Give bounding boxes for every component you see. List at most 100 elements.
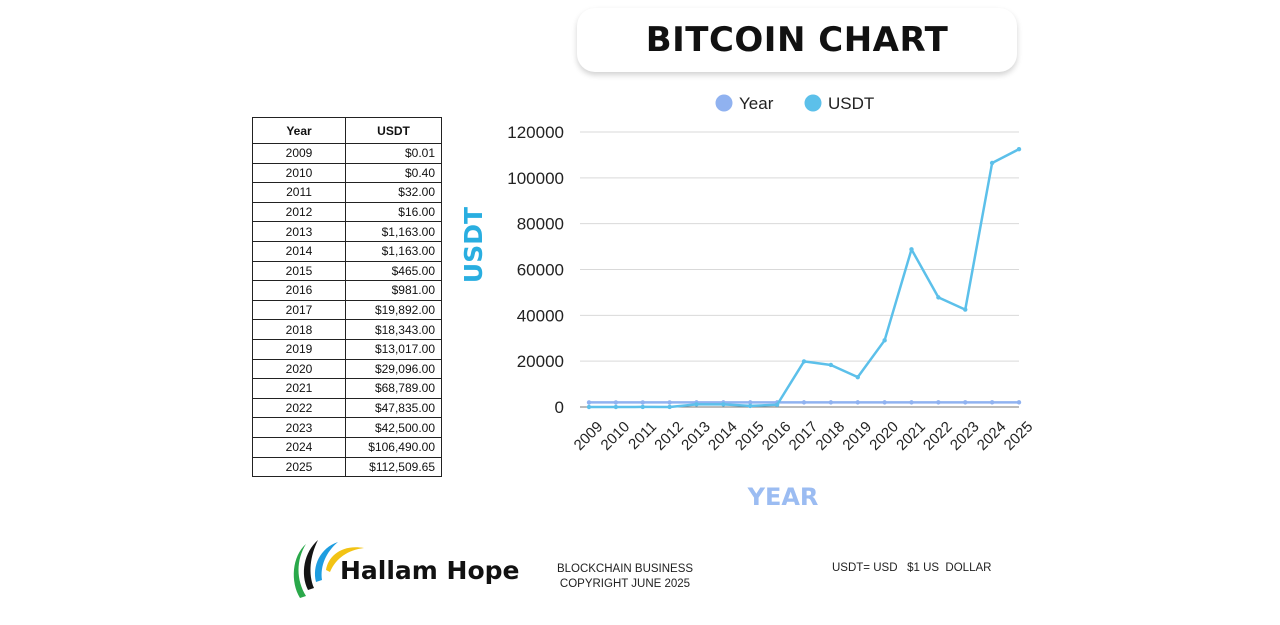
footer-line-1: BLOCKCHAIN BUSINESS <box>556 563 694 575</box>
footer-line-2: COPYRIGHT JUNE 2025 <box>559 578 691 590</box>
data-point-year <box>748 400 753 405</box>
table-row: 2017 $19,892.00 <box>252 299 442 321</box>
table-row: 2022 $47,835.00 <box>252 397 442 419</box>
data-point-year <box>640 400 645 405</box>
data-point-year <box>989 400 995 405</box>
table-row: 2016 $981.00 <box>252 280 442 301</box>
table-cell-year: 2023 <box>252 417 346 438</box>
table-cell-usdt: $18,343.00 <box>345 319 442 340</box>
data-point-year <box>613 400 619 405</box>
table-cell-year: 2010 <box>252 162 346 184</box>
x-tick-label: 2017 <box>786 418 822 454</box>
table-row: 2025 $112,509.65 <box>252 456 442 478</box>
chart-title: BITCOIN CHART <box>645 20 949 60</box>
x-tick-label: 2012 <box>651 418 687 454</box>
table-cell-year: 2022 <box>252 397 346 419</box>
table-cell-year: 2015 <box>252 260 346 282</box>
legend-marker-year <box>715 94 733 112</box>
table-cell-year: 2018 <box>252 319 346 340</box>
table-row: 2024 $106,490.00 <box>252 436 442 458</box>
data-point-usdt <box>640 404 645 410</box>
currency-note: USDT= USD $1 US DOLLAR <box>832 562 992 574</box>
table-cell-year: 2019 <box>252 338 346 360</box>
y-tick-label: 80000 <box>517 215 564 234</box>
x-tick-label: 2011 <box>625 418 660 453</box>
table-row: 2013 $1,163.00 <box>252 221 442 242</box>
table-cell-usdt: $1,163.00 <box>345 240 442 262</box>
x-tick-label: 2014 <box>705 418 741 454</box>
data-point-year <box>963 400 968 405</box>
table-cell-year: 2011 <box>252 182 346 203</box>
y-tick-label: 0 <box>555 398 564 417</box>
x-tick-label: 2010 <box>598 418 634 454</box>
table-header-row: Year USDT <box>252 117 442 144</box>
data-point-usdt <box>909 247 914 252</box>
data-point-usdt <box>989 160 995 166</box>
data-point-usdt <box>586 404 592 410</box>
data-point-usdt <box>801 359 807 364</box>
data-point-usdt <box>748 403 753 409</box>
legend-label-usdt: USDT <box>828 94 874 113</box>
table-cell-year: 2025 <box>252 456 346 478</box>
table-row: 2012 $16.00 <box>252 201 442 223</box>
y-tick-label: 60000 <box>517 261 564 280</box>
x-tick-label: 2025 <box>1001 418 1037 454</box>
data-point-usdt <box>963 307 968 312</box>
x-tick-label: 2015 <box>732 418 768 454</box>
table-cell-usdt: $13,017.00 <box>345 338 442 360</box>
y-axis-title: USDT <box>459 207 488 283</box>
table-row: 2019 $13,017.00 <box>252 338 442 360</box>
data-point-year <box>1016 400 1022 405</box>
x-tick-label: 2023 <box>947 418 983 454</box>
data-point-usdt <box>694 402 699 407</box>
x-tick-label: 2024 <box>974 418 1010 454</box>
data-point-year <box>882 400 887 405</box>
table-cell-usdt: $465.00 <box>345 260 442 282</box>
table-header-usdt: USDT <box>345 117 442 144</box>
data-point-usdt <box>1016 146 1022 152</box>
table-cell-year: 2009 <box>252 143 346 164</box>
x-tick-label: 2013 <box>678 418 714 454</box>
x-axis-title: YEAR <box>747 483 819 511</box>
table-cell-usdt: $42,500.00 <box>345 417 442 438</box>
data-point-usdt <box>882 338 887 343</box>
table-cell-year: 2014 <box>252 240 346 262</box>
table-row: 2015 $465.00 <box>252 260 442 282</box>
table-cell-usdt: $0.01 <box>345 143 442 164</box>
table-cell-year: 2021 <box>252 378 346 399</box>
data-point-year <box>936 400 941 405</box>
table-cell-usdt: $32.00 <box>345 182 442 203</box>
table-row: 2023 $42,500.00 <box>252 417 442 438</box>
data-point-usdt <box>855 374 860 380</box>
table-cell-year: 2024 <box>252 436 346 458</box>
table-cell-year: 2012 <box>252 201 346 223</box>
table-cell-year: 2016 <box>252 280 346 301</box>
data-point-year <box>909 400 914 405</box>
chart-title-box: BITCOIN CHART <box>577 8 1017 72</box>
data-point-usdt <box>936 295 941 300</box>
hallam-hope-logo <box>293 540 364 598</box>
table-row: 2014 $1,163.00 <box>252 240 442 262</box>
y-tick-label: 40000 <box>517 306 564 325</box>
table-cell-year: 2017 <box>252 299 346 321</box>
table-cell-year: 2013 <box>252 221 346 242</box>
table-cell-usdt: $106,490.00 <box>345 436 442 458</box>
x-tick-label: 2022 <box>920 418 956 454</box>
footer-caption: BLOCKCHAIN BUSINESS COPYRIGHT JUNE 2025 <box>540 562 710 592</box>
y-tick-label: 20000 <box>517 352 564 371</box>
x-tick-label: 2020 <box>866 418 902 454</box>
series-line-usdt <box>588 148 1020 409</box>
table-row: 2021 $68,789.00 <box>252 378 442 399</box>
table-body: 2009 $0.01 2010 $0.40 2011 $32.00 2012 $16.00 20… <box>252 143 442 478</box>
legend-label-year: Year <box>739 94 774 113</box>
data-point-usdt <box>828 362 834 368</box>
table-row: 2011 $32.00 <box>252 182 442 203</box>
data-point-usdt <box>613 404 619 410</box>
data-point-usdt <box>667 404 672 410</box>
table-row: 2010 $0.40 <box>252 162 442 184</box>
table-cell-usdt: $29,096.00 <box>345 358 442 380</box>
x-tick-label: 2019 <box>839 418 875 454</box>
data-point-year <box>855 400 860 405</box>
table-cell-usdt: $0.40 <box>345 162 442 184</box>
y-tick-label: 100000 <box>507 169 564 188</box>
